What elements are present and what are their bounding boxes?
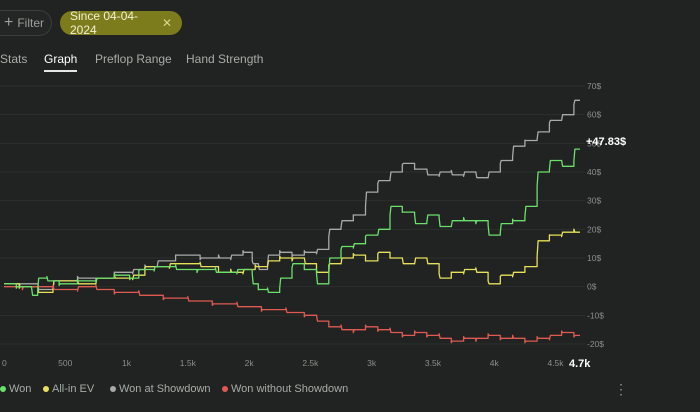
x-tick-label: 1k xyxy=(122,358,132,368)
legend-label: Won without Showdown xyxy=(231,383,349,395)
legend-item-won[interactable]: Won xyxy=(0,383,31,395)
y-axis: 70$ 60$ 50$ 40$ 30$ 20$ 10$ 0$ -10$ -20$ xyxy=(587,81,604,349)
y-tick-label: -10$ xyxy=(587,310,604,320)
series-line-won xyxy=(4,148,580,296)
x-tick-label: 2k xyxy=(245,358,255,368)
legend-dot xyxy=(222,386,228,392)
y-tick-label: 70$ xyxy=(587,81,601,91)
y-tick-label: 0$ xyxy=(587,282,597,292)
legend-label: Won at Showdown xyxy=(119,383,211,395)
tab-hand-strength[interactable]: Hand Strength xyxy=(186,52,264,66)
x-tick-label: 3.5k xyxy=(425,358,442,368)
x-tick-label: 4.5k xyxy=(547,358,564,368)
series-line-all-in-ev xyxy=(4,228,580,294)
legend-item-won-without-showdown[interactable]: Won without Showdown xyxy=(222,383,348,395)
legend-dot xyxy=(43,386,49,392)
y-tick-label: 50$ xyxy=(587,138,601,148)
chart-grid xyxy=(0,85,585,345)
legend-item-all-in-ev[interactable]: All-in EV xyxy=(43,383,94,395)
legend-dot xyxy=(0,386,6,392)
plus-icon: + xyxy=(4,14,14,31)
legend-label: Won xyxy=(9,383,32,395)
x-tick-label: 2.5k xyxy=(302,358,319,368)
y-tick-label: 10$ xyxy=(587,253,601,263)
legend-item-won-at-showdown[interactable]: Won at Showdown xyxy=(110,383,211,395)
date-filter-chip[interactable]: Since 04-04-2024 ✕ xyxy=(60,9,182,37)
x-end-label: 4.7k xyxy=(569,358,591,370)
filter-label: Filter xyxy=(17,16,45,30)
y-tick-label: 20$ xyxy=(587,224,601,234)
profit-graph: 70$ 60$ 50$ 40$ 30$ 20$ 10$ 0$ -10$ -20$ 0 500 1k 1.… xyxy=(0,81,626,370)
x-axis: 0 500 1k 1.5k 2k 2.5k 3k 3.5k 4k 4.5k xyxy=(2,358,564,368)
x-tick-label: 0 xyxy=(2,358,7,368)
filter-button[interactable]: + Filter xyxy=(0,10,52,36)
y-tick-label: 40$ xyxy=(587,167,601,177)
tab-preflop-range[interactable]: Preflop Range xyxy=(95,52,172,66)
more-vertical-icon[interactable]: ⋮ xyxy=(614,381,628,397)
x-tick-label: 500 xyxy=(58,358,72,368)
date-filter-label: Since 04-04-2024 xyxy=(70,9,139,37)
tab-graph[interactable]: Graph xyxy=(44,52,78,72)
tab-stats[interactable]: Stats xyxy=(0,52,28,66)
current-value-label: +47.83$ xyxy=(586,136,626,148)
y-tick-label: 60$ xyxy=(587,110,601,120)
legend-label: All-in EV xyxy=(52,383,95,395)
y-tick-label: 30$ xyxy=(587,196,601,206)
x-tick-label: 4k xyxy=(490,358,500,368)
x-tick-label: 3k xyxy=(367,358,377,368)
x-tick-label: 1.5k xyxy=(180,358,197,368)
series-line-won-without-showdown xyxy=(4,284,580,344)
series-layer xyxy=(4,99,580,344)
series-line-won-at-showdown xyxy=(4,99,580,291)
close-icon[interactable]: ✕ xyxy=(161,16,172,30)
legend-dot xyxy=(110,386,116,392)
y-tick-label: -20$ xyxy=(587,339,604,349)
